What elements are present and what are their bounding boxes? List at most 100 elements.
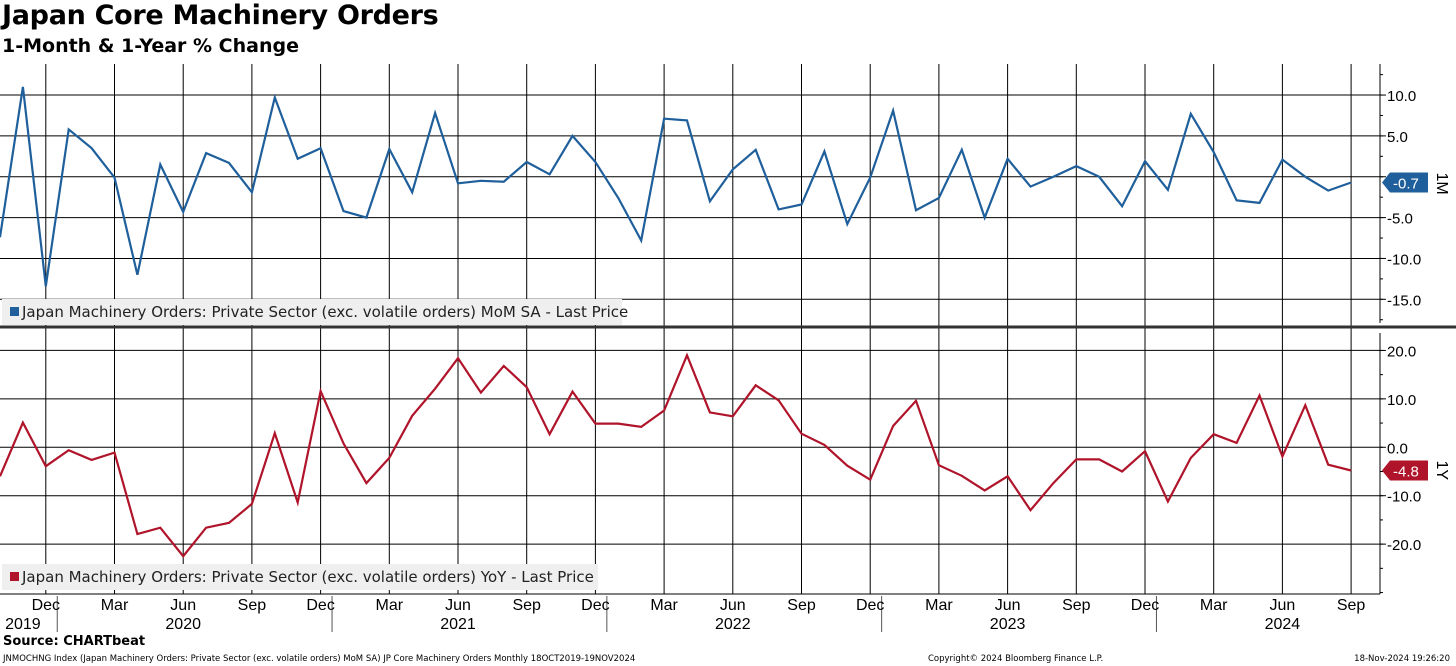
data-point [938,464,940,466]
data-point [1190,113,1192,115]
data-point [319,147,321,149]
data-point [434,112,436,114]
y-tick-label: -15.0 [1387,292,1421,309]
data-point [1121,470,1123,472]
data-point [686,354,688,356]
data-point [136,274,138,276]
data-point [755,384,757,386]
x-year-label: 2024 [1265,616,1301,633]
data-point [228,522,230,524]
x-month-label: Jun [995,597,1021,614]
data-point [984,489,986,491]
data-point [709,200,711,202]
data-point [182,211,184,213]
grid-layer [0,64,1456,632]
data-point [1006,475,1008,477]
data-point [984,216,986,218]
y-tick-label: 0.0 [1387,440,1408,457]
y-tick-label: -10.0 [1387,489,1421,506]
x-month-label: Sep [1062,597,1091,614]
data-point [1121,205,1123,207]
data-point [709,411,711,413]
data-point [686,119,688,121]
data-point [1281,455,1283,457]
data-point [663,118,665,120]
data-point [434,387,436,389]
data-point [961,475,963,477]
data-point [1350,469,1352,471]
data-point [571,135,573,137]
data-point [1029,509,1031,511]
data-point [732,168,734,170]
data-point [640,239,642,241]
data-point [915,400,917,402]
data-point [892,425,894,427]
data-point [22,421,24,423]
y-tick-label: -10.0 [1387,251,1421,268]
data-point [113,451,115,453]
x-month-label: Mar [376,597,404,614]
x-month-label: Sep [512,597,541,614]
data-point [297,158,299,160]
data-point [823,150,825,152]
data-point [274,432,276,434]
data-point [1144,160,1146,162]
data-point [800,433,802,435]
data-point [526,386,528,388]
data-point [205,526,207,528]
data-point [938,197,940,199]
chart-subtitle: 1-Month & 1-Year % Change [2,35,299,57]
x-month-label: Sep [787,597,816,614]
data-point [1327,189,1329,191]
data-point [617,422,619,424]
legend-swatch [10,307,19,316]
data-point [1190,457,1192,459]
data-point [1258,394,1260,396]
data-point [1075,165,1077,167]
data-point [846,464,848,466]
data-point [1258,202,1260,204]
legend-box [2,299,622,325]
data-point [1098,458,1100,460]
data-point [113,176,115,178]
y-tick-label: 5.0 [1387,129,1408,146]
x-year-label: 2022 [715,616,751,633]
data-point [1075,458,1077,460]
x-year-label: 2023 [990,616,1026,633]
data-point [1304,176,1306,178]
source-note: Source: CHARTbeat [3,634,146,649]
x-month-label: Jun [1270,597,1296,614]
x-month-label: Dec [581,597,609,614]
y-tick-label: -5.0 [1387,211,1413,228]
data-point [319,390,321,392]
data-point [1281,158,1283,160]
legend-label: Japan Machinery Orders: Private Sector (… [21,303,628,321]
data-point [182,555,184,557]
y-tick-label: -20.0 [1387,537,1421,554]
panel-label: 1M [1433,172,1450,194]
data-point [777,208,779,210]
data-point [1213,433,1215,435]
data-point [548,173,550,175]
data-point [45,465,47,467]
data-point [846,223,848,225]
x-month-label: Dec [32,597,60,614]
data-point [594,161,596,163]
data-point [90,147,92,149]
data-point [961,149,963,151]
legend-box [2,564,598,590]
y-tick-label: 10.0 [1387,88,1416,105]
data-point [159,526,161,528]
data-point [1098,176,1100,178]
data-point [800,203,802,205]
x-year-label: 2021 [440,616,476,633]
x-month-label: Mar [925,597,953,614]
data-point [526,161,528,163]
data-point [68,128,70,130]
chart-title: Japan Core Machinery Orders [2,0,439,31]
data-point [663,409,665,411]
x-month-label: Jun [445,597,471,614]
data-point [1235,199,1237,201]
data-point [915,209,917,211]
data-point [594,422,596,424]
